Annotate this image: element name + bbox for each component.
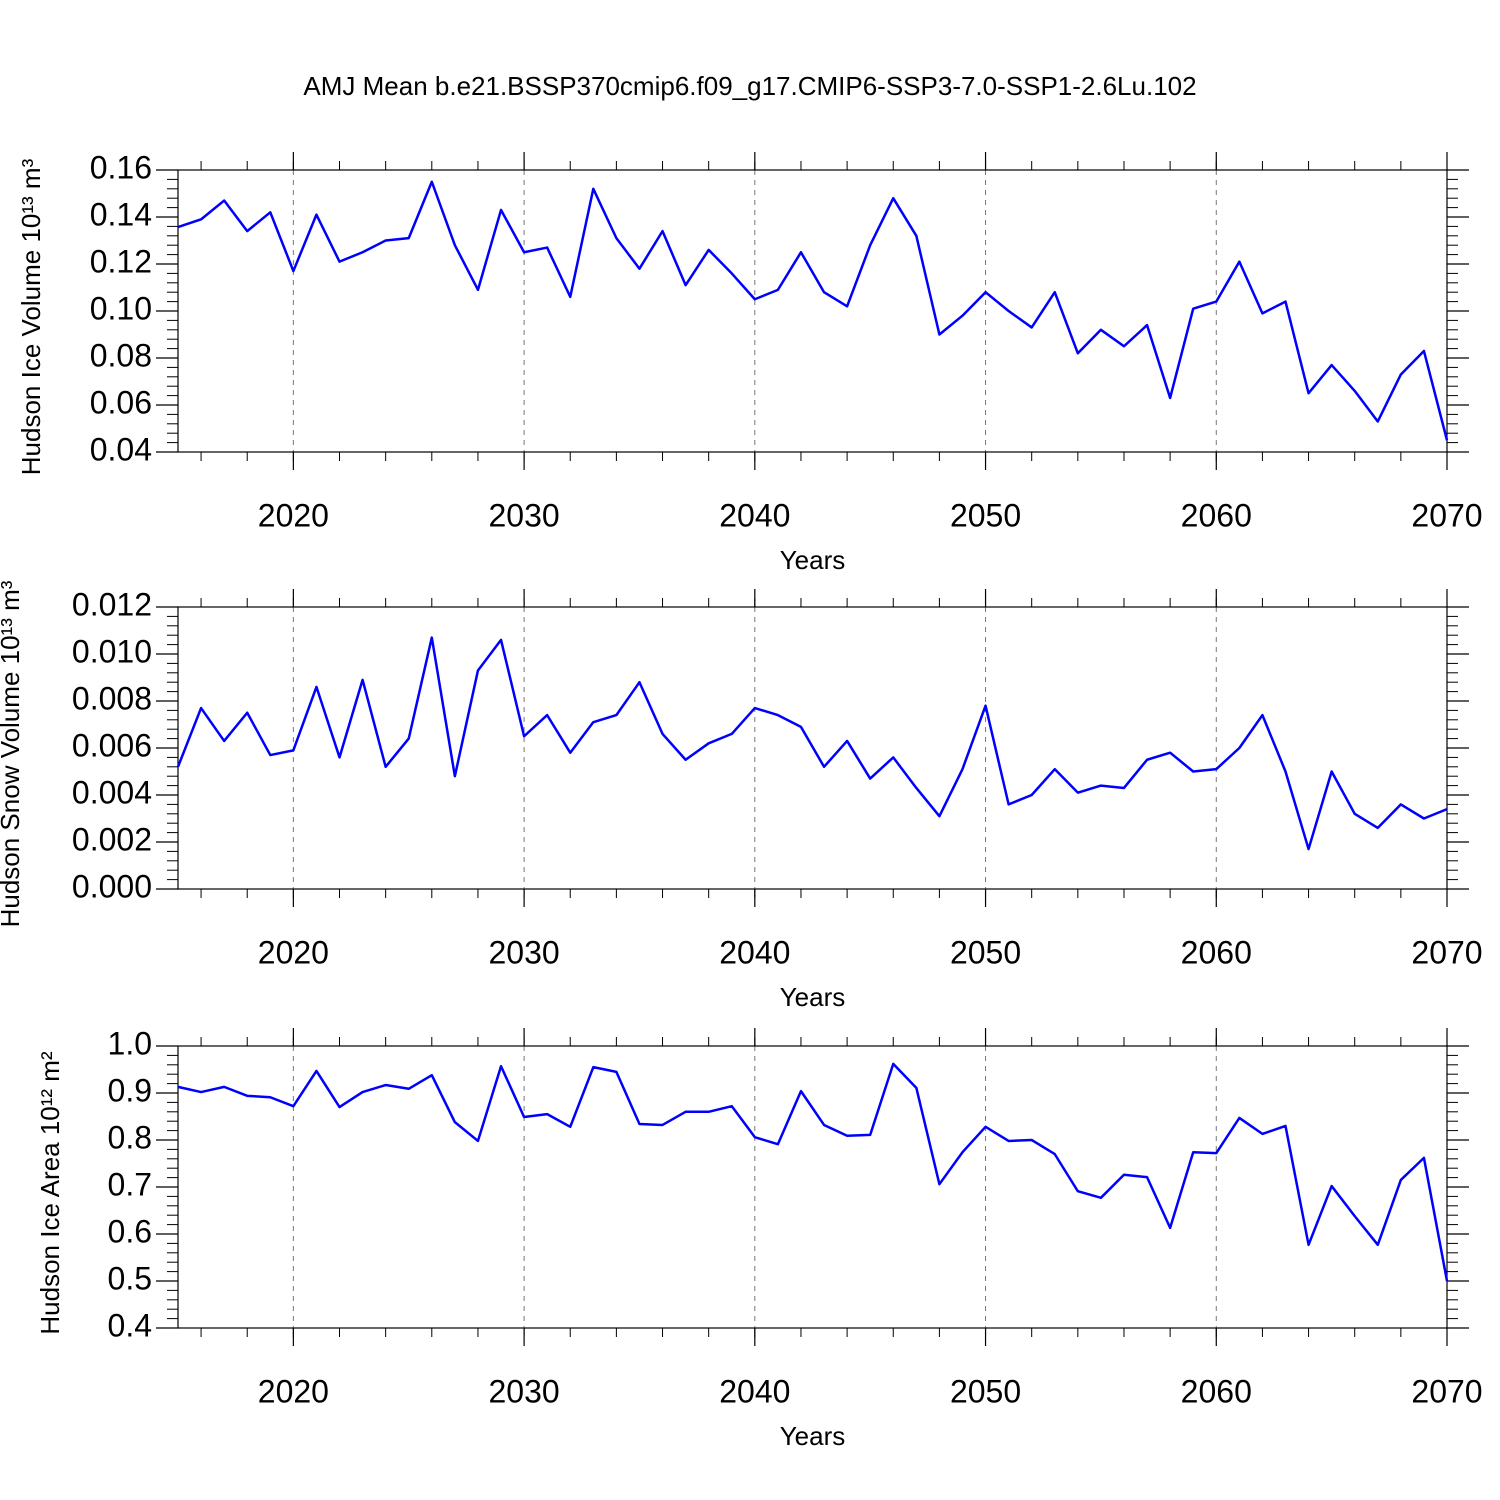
x-tick-label: 2030 [488, 497, 559, 533]
y-tick-label: 0.14 [90, 196, 152, 232]
y-tick-label: 0.12 [90, 243, 152, 279]
y-tick-label: 0.6 [108, 1213, 152, 1249]
y-tick-label: 0.16 [90, 149, 152, 185]
y-tick-label: 0.004 [72, 774, 152, 810]
y-tick-label: 0.012 [72, 586, 152, 622]
data-line [176, 636, 1448, 851]
x-tick-label: 2020 [258, 934, 329, 970]
x-tick-label: 2060 [1181, 1373, 1252, 1409]
chart-title: AMJ Mean b.e21.BSSP370cmip6.f09_g17.CMIP… [303, 71, 1196, 101]
y-tick-label: 0.008 [72, 680, 152, 716]
x-tick-label: 2070 [1411, 934, 1482, 970]
x-tick-label: 2030 [488, 1373, 559, 1409]
y-tick-label: 1.0 [108, 1025, 152, 1061]
data-line [177, 180, 1449, 441]
x-tick-label: 2030 [488, 934, 559, 970]
x-tick-label: 2020 [258, 497, 329, 533]
x-tick-label: 2050 [950, 934, 1021, 970]
y-tick-label: 0.002 [72, 821, 152, 857]
y-axis-label: Hudson Snow Volume 10¹³ m³ [0, 580, 25, 927]
y-tick-label: 0.8 [108, 1119, 152, 1155]
x-tick-label: 2050 [950, 497, 1021, 533]
x-tick-label: 2020 [258, 1373, 329, 1409]
x-axis-label: Years [780, 982, 846, 1012]
y-tick-label: 0.010 [72, 633, 152, 669]
x-axis-label: Years [780, 1421, 846, 1451]
y-tick-label: 0.7 [108, 1166, 152, 1202]
x-tick-label: 2050 [950, 1373, 1021, 1409]
x-tick-label: 2040 [719, 497, 790, 533]
y-tick-label: 0.04 [90, 431, 152, 467]
y-axis-label: Hudson Ice Volume 10¹³ m³ [16, 158, 46, 475]
y-axis-label: Hudson Ice Area 10¹² m² [35, 1051, 65, 1335]
y-tick-label: 0.5 [108, 1260, 152, 1296]
y-tick-label: 0.4 [108, 1307, 152, 1343]
y-tick-label: 0.06 [90, 384, 152, 420]
plot-frame [177, 169, 1448, 453]
x-tick-label: 2070 [1411, 1373, 1482, 1409]
x-tick-label: 2060 [1181, 934, 1252, 970]
y-tick-label: 0.000 [72, 868, 152, 904]
y-tick-label: 0.08 [90, 337, 152, 373]
x-tick-label: 2040 [719, 1373, 790, 1409]
y-tick-label: 0.10 [90, 290, 152, 326]
y-tick-label: 0.9 [108, 1072, 152, 1108]
data-line [177, 1062, 1449, 1282]
plot-frame [177, 606, 1448, 890]
x-axis-label: Years [780, 545, 846, 575]
plot-frame [177, 1045, 1448, 1329]
y-tick-label: 0.006 [72, 727, 152, 763]
x-tick-label: 2070 [1411, 497, 1482, 533]
x-tick-label: 2060 [1181, 497, 1252, 533]
x-tick-label: 2040 [719, 934, 790, 970]
